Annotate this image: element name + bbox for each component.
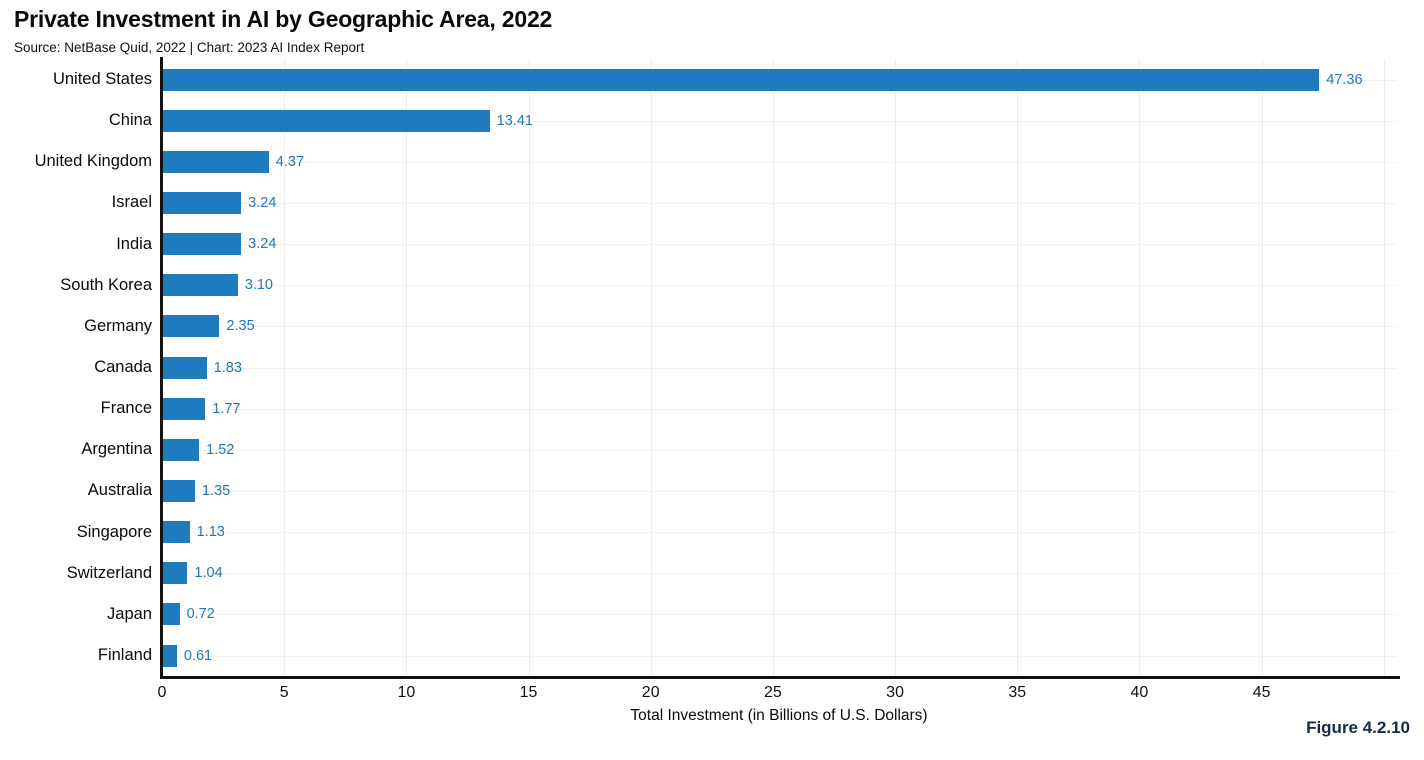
bar xyxy=(162,109,490,132)
bar xyxy=(162,397,206,420)
bar-row: 1.52 xyxy=(162,429,1396,470)
category-label: Israel xyxy=(111,193,152,212)
bar-row: 1.77 xyxy=(162,388,1396,429)
category-label: China xyxy=(108,111,152,130)
category-label: Singapore xyxy=(76,522,152,541)
bar-value-label: 0.61 xyxy=(183,647,213,664)
category-label: Finland xyxy=(97,646,152,665)
x-axis-ticks: 0 5 10 15 20 25 30 35 40 45 xyxy=(158,684,1396,704)
bar-row: 2.35 xyxy=(162,306,1396,347)
bar xyxy=(162,68,1320,91)
bar-value-label: 1.04 xyxy=(194,565,223,582)
x-tick-label: 20 xyxy=(641,684,660,701)
vertical-gridline xyxy=(406,59,408,676)
bar xyxy=(162,438,200,461)
bar-value-label: 13.41 xyxy=(496,112,533,129)
bar-value-label: 4.37 xyxy=(275,153,305,170)
x-tick-label: 10 xyxy=(397,684,416,701)
x-tick-label: 35 xyxy=(1008,684,1027,701)
vertical-gridline xyxy=(1139,59,1141,676)
plot-area: 47.36 13.41 4.37 3.24 3.24 3.10 2.35 1.83 1.77 1.… xyxy=(160,57,1400,679)
x-axis-line xyxy=(160,676,1400,679)
bar-row: 1.04 xyxy=(162,553,1396,594)
bar-value-label: 1.35 xyxy=(201,482,231,499)
bar-value-label: 1.13 xyxy=(196,524,225,541)
bar xyxy=(162,521,190,544)
category-label: Switzerland xyxy=(66,563,152,582)
x-tick-label: 25 xyxy=(763,684,782,701)
figure-number-label: Figure 4.2.10 xyxy=(1306,718,1410,737)
vertical-gridline xyxy=(528,59,530,676)
bar-row: 4.37 xyxy=(162,141,1396,182)
bars-layer: 47.36 13.41 4.37 3.24 3.24 3.10 2.35 1.83 1.77 1.… xyxy=(162,59,1396,676)
bar-row: 0.61 xyxy=(162,635,1396,676)
bar-row: 3.24 xyxy=(162,224,1396,265)
chart-source-line: Source: NetBase Quid, 2022 | Chart: 2023… xyxy=(14,40,365,55)
vertical-gridline xyxy=(284,59,286,676)
category-label: United States xyxy=(52,70,152,89)
bar-value-label: 47.36 xyxy=(1326,71,1363,88)
bar-row: 1.13 xyxy=(162,512,1396,553)
category-axis-labels: United States China United Kingdom Israel In… xyxy=(0,59,152,676)
vertical-gridline xyxy=(650,59,652,676)
bar xyxy=(162,150,269,173)
category-label: South Korea xyxy=(60,275,152,294)
bar-row: 3.24 xyxy=(162,182,1396,223)
bar xyxy=(162,191,242,214)
x-tick-label: 40 xyxy=(1130,684,1149,701)
bar-value-label: 1.52 xyxy=(206,441,235,458)
bar xyxy=(162,644,177,667)
y-axis-line xyxy=(160,57,163,676)
bar xyxy=(162,356,207,379)
category-label: Japan xyxy=(107,604,152,623)
vertical-gridline xyxy=(772,59,774,676)
bar-row: 13.41 xyxy=(162,100,1396,141)
chart-title: Private Investment in AI by Geographic A… xyxy=(14,6,553,32)
x-tick-label: 15 xyxy=(519,684,538,701)
x-tick-label: 30 xyxy=(886,684,904,701)
bar xyxy=(162,315,220,338)
bar xyxy=(162,233,242,256)
bar-row: 0.72 xyxy=(162,594,1396,635)
bar-row: 47.36 xyxy=(162,59,1396,100)
bar-value-label: 3.10 xyxy=(244,277,273,294)
bar-value-label: 3.24 xyxy=(248,236,277,253)
bar-value-label: 2.35 xyxy=(226,318,255,335)
x-tick-label: 45 xyxy=(1252,684,1271,701)
x-axis-title: Total Investment (in Billions of U.S. Do… xyxy=(630,707,928,724)
bar-value-label: 0.72 xyxy=(186,606,215,623)
x-tick-label: 5 xyxy=(279,684,289,701)
bar-value-label: 3.24 xyxy=(248,194,277,211)
category-label: Canada xyxy=(94,358,152,377)
category-label: Germany xyxy=(84,316,152,335)
bar-value-label: 1.77 xyxy=(212,400,241,417)
category-label: United Kingdom xyxy=(34,152,152,171)
bar-row: 1.35 xyxy=(162,470,1396,511)
vertical-gridline xyxy=(1261,59,1263,676)
bar xyxy=(162,479,195,502)
gridline-layer xyxy=(162,59,1396,676)
vertical-gridline xyxy=(1383,59,1385,676)
category-label: Australia xyxy=(87,481,152,500)
bar-row: 1.83 xyxy=(162,347,1396,388)
bar-value-label: 1.83 xyxy=(213,359,242,376)
category-label: France xyxy=(100,399,152,418)
vertical-gridline xyxy=(895,59,897,676)
category-label: Argentina xyxy=(81,440,152,459)
bar xyxy=(162,562,188,585)
bar xyxy=(162,274,238,297)
bar xyxy=(162,603,180,626)
category-label: India xyxy=(116,234,152,253)
bar-row: 3.10 xyxy=(162,265,1396,306)
x-tick-label: 0 xyxy=(157,684,167,701)
vertical-gridline xyxy=(1017,59,1019,676)
